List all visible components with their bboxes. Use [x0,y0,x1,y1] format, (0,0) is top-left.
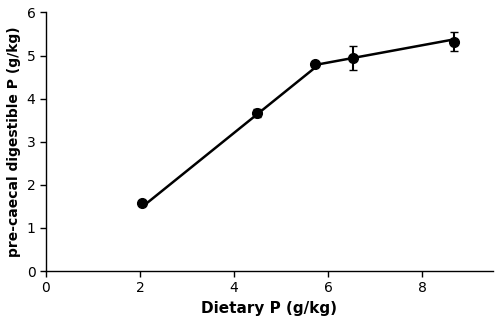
X-axis label: Dietary P (g/kg): Dietary P (g/kg) [202,301,338,316]
Y-axis label: pre-caecal digestible P (g/kg): pre-caecal digestible P (g/kg) [7,26,21,257]
